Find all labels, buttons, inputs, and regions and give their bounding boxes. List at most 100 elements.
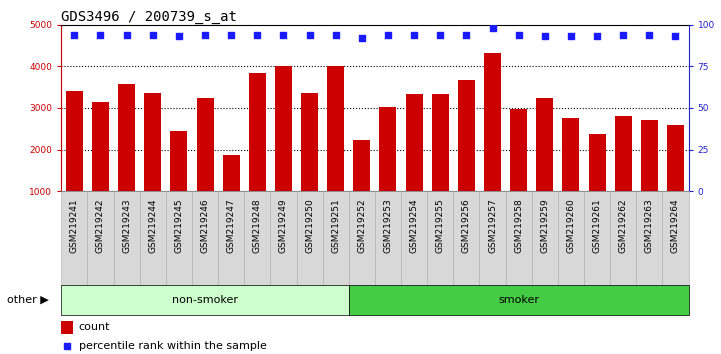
Bar: [87, 191, 114, 285]
Bar: [610, 191, 636, 285]
Text: count: count: [79, 322, 110, 332]
Bar: [275, 66, 292, 233]
Bar: [249, 73, 266, 233]
Text: non-smoker: non-smoker: [172, 295, 238, 305]
Text: GSM219262: GSM219262: [619, 199, 628, 253]
Point: [435, 32, 446, 38]
Text: GSM219261: GSM219261: [593, 199, 601, 253]
Bar: [484, 53, 501, 233]
Point: [147, 32, 159, 38]
Bar: [92, 102, 109, 233]
Point: [121, 32, 133, 38]
Text: GSM219245: GSM219245: [174, 199, 183, 253]
Bar: [505, 191, 531, 285]
Bar: [615, 116, 632, 233]
Bar: [667, 125, 684, 233]
Bar: [223, 155, 239, 233]
Point: [330, 32, 342, 38]
Text: GSM219251: GSM219251: [331, 199, 340, 253]
Text: GSM219254: GSM219254: [410, 199, 419, 253]
Bar: [379, 107, 397, 233]
Bar: [144, 93, 162, 233]
Bar: [588, 134, 606, 233]
Text: smoker: smoker: [498, 295, 539, 305]
Text: GSM219257: GSM219257: [488, 199, 497, 253]
Bar: [192, 191, 218, 285]
Point: [226, 32, 237, 38]
Bar: [114, 191, 140, 285]
Text: other ▶: other ▶: [7, 295, 49, 305]
Bar: [375, 191, 401, 285]
Bar: [61, 321, 73, 333]
Point: [94, 32, 106, 38]
Point: [278, 32, 289, 38]
Point: [304, 32, 315, 38]
Point: [617, 32, 629, 38]
Point: [461, 32, 472, 38]
Text: GSM219255: GSM219255: [435, 199, 445, 253]
Bar: [244, 191, 270, 285]
Text: GSM219252: GSM219252: [358, 199, 366, 253]
Bar: [558, 191, 584, 285]
Point: [513, 32, 524, 38]
Point: [644, 32, 655, 38]
Point: [356, 35, 368, 41]
Text: GDS3496 / 200739_s_at: GDS3496 / 200739_s_at: [61, 10, 237, 24]
Bar: [270, 191, 296, 285]
Bar: [531, 191, 558, 285]
Text: percentile rank within the sample: percentile rank within the sample: [79, 341, 267, 351]
Bar: [584, 191, 610, 285]
Bar: [636, 191, 663, 285]
Bar: [353, 140, 371, 233]
Bar: [218, 191, 244, 285]
Point: [670, 34, 681, 39]
Bar: [406, 94, 423, 233]
Bar: [301, 93, 318, 233]
Point: [408, 32, 420, 38]
Bar: [197, 98, 213, 233]
Bar: [536, 98, 553, 233]
Bar: [349, 191, 375, 285]
Point: [61, 343, 73, 349]
Text: GSM219263: GSM219263: [645, 199, 654, 253]
Bar: [166, 191, 192, 285]
Bar: [401, 191, 427, 285]
Text: GSM219241: GSM219241: [70, 199, 79, 253]
Text: GSM219253: GSM219253: [384, 199, 392, 253]
Bar: [118, 84, 135, 233]
Bar: [432, 94, 448, 233]
Bar: [323, 191, 349, 285]
Text: GSM219258: GSM219258: [514, 199, 523, 253]
Bar: [562, 118, 580, 233]
Text: GSM219264: GSM219264: [671, 199, 680, 253]
Bar: [454, 191, 479, 285]
Point: [382, 32, 394, 38]
Point: [173, 34, 185, 39]
Bar: [140, 191, 166, 285]
Text: GSM219256: GSM219256: [462, 199, 471, 253]
Bar: [170, 131, 187, 233]
Bar: [66, 91, 83, 233]
Point: [565, 34, 577, 39]
Bar: [61, 191, 87, 285]
Bar: [427, 191, 454, 285]
Bar: [458, 80, 475, 233]
Point: [591, 34, 603, 39]
Text: GSM219259: GSM219259: [540, 199, 549, 253]
Text: GSM219260: GSM219260: [567, 199, 575, 253]
Text: GSM219247: GSM219247: [226, 199, 236, 253]
Bar: [641, 120, 658, 233]
Point: [199, 32, 211, 38]
Text: GSM219246: GSM219246: [200, 199, 210, 253]
Bar: [349, 285, 689, 315]
Point: [539, 34, 551, 39]
Point: [252, 32, 263, 38]
Bar: [327, 65, 344, 233]
Point: [487, 25, 498, 31]
Bar: [510, 109, 527, 233]
Bar: [296, 191, 323, 285]
Text: GSM219242: GSM219242: [96, 199, 105, 253]
Text: GSM219250: GSM219250: [305, 199, 314, 253]
Text: GSM219249: GSM219249: [279, 199, 288, 253]
Text: GSM219243: GSM219243: [122, 199, 131, 253]
